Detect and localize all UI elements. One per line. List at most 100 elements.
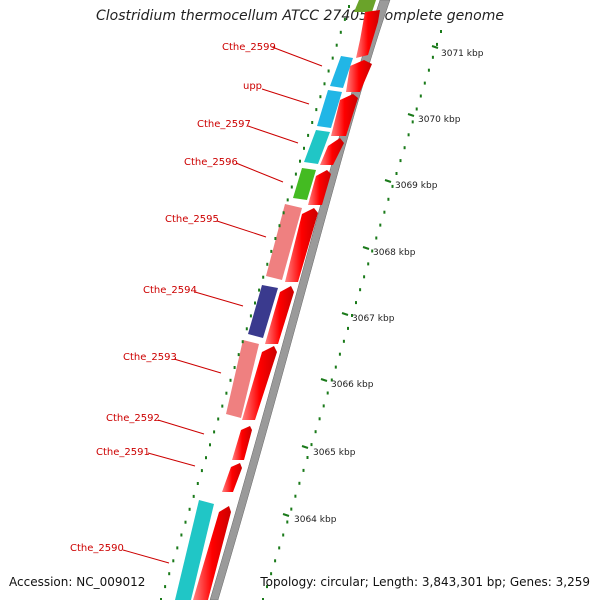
tick-dot (363, 275, 366, 279)
cds-arrow (193, 506, 231, 600)
major-tick (320, 378, 328, 382)
tick-label: 3066 kbp (331, 380, 374, 390)
gene-label-cthe-2592: Cthe_2592 (106, 413, 160, 424)
tick-dot (294, 494, 297, 498)
tick-dot (286, 520, 289, 524)
gene-label-cthe-2591: Cthe_2591 (96, 447, 150, 458)
tick-dot (310, 443, 313, 447)
tick-dot (192, 494, 195, 498)
gene-labels: Cthe_2599 upp Cthe_2597 Cthe_2596 Cthe_2… (70, 42, 323, 564)
tick-label: 3070 kbp (418, 115, 461, 125)
label-leader (194, 291, 244, 307)
tick-dot (431, 55, 434, 59)
tick-dot (217, 417, 220, 421)
gene-block-cthe-2596[interactable] (293, 168, 316, 200)
gene-block-cthe-2590[interactable] (175, 500, 214, 600)
tick-dot (245, 327, 248, 331)
tick-dot (221, 404, 224, 408)
tick-dot (282, 211, 285, 215)
tick-dot (322, 404, 325, 408)
gene-label-cthe-2595: Cthe_2595 (165, 214, 219, 225)
tick-dot (436, 42, 438, 46)
label-leader (122, 549, 170, 564)
tick-dot (278, 546, 281, 550)
tick-dot (334, 365, 337, 369)
tick-dot (427, 68, 430, 72)
tick-dot (419, 94, 422, 98)
tick-dot (323, 82, 326, 86)
tick-dot (330, 378, 333, 382)
gene-block-cthe-2595[interactable] (266, 204, 302, 280)
tick-dot (379, 223, 382, 227)
tick-dot (351, 314, 353, 317)
tick-dot (338, 352, 341, 356)
tick-dot (311, 121, 314, 124)
tick-dot (290, 507, 293, 511)
tick-dot (423, 81, 426, 85)
tick-dot (172, 559, 175, 563)
tick-dot (188, 507, 191, 511)
tick-label: 3067 kbp (352, 314, 395, 324)
tick-dot (254, 301, 256, 305)
tick-dot (314, 430, 317, 434)
tick-dot (262, 598, 264, 600)
tick-label: 3065 kbp (313, 448, 356, 458)
tick-dot (270, 572, 273, 576)
tick-dot (303, 146, 305, 150)
gene-label-cthe-2596: Cthe_2596 (184, 157, 238, 168)
gene-label-cthe-2599: Cthe_2599 (222, 42, 276, 53)
inner-tick-ring (160, 5, 350, 600)
tick-dot (339, 30, 342, 34)
gene-block-cthe-2597[interactable] (304, 130, 330, 164)
cds-arrow (320, 138, 344, 165)
topology-text: Topology: circular; Length: 3,843,301 bp… (260, 575, 590, 589)
cds-arrow (222, 463, 242, 492)
tick-dot (307, 133, 310, 137)
tick-dot (343, 17, 346, 21)
tick-dot (375, 236, 378, 240)
tick-dot (205, 456, 207, 460)
cds-arrow (346, 60, 372, 92)
tick-dot (290, 185, 293, 189)
tick-dot (326, 391, 329, 395)
tick-dot (391, 184, 394, 188)
major-tick (362, 246, 370, 250)
tick-dot (415, 107, 418, 111)
gene-block-cthe-2594[interactable] (248, 285, 278, 338)
tick-dot (180, 533, 183, 537)
label-leader (147, 452, 196, 467)
tick-dot (347, 326, 349, 330)
label-leader (173, 358, 222, 374)
major-tick (431, 45, 439, 49)
forward-strand-genes (193, 10, 380, 600)
accession-text: Accession: NC_009012 (9, 575, 146, 589)
label-leader (271, 46, 323, 67)
tick-dot (335, 43, 338, 47)
gene-block-cthe-2593[interactable] (226, 340, 259, 418)
tick-dot (383, 210, 386, 214)
tick-dot (168, 572, 171, 576)
reverse-strand-genes (175, 56, 353, 600)
tick-dot (371, 249, 374, 253)
label-leader (261, 88, 310, 105)
gene-label-cthe-2590: Cthe_2590 (70, 543, 124, 554)
gene-block-upp[interactable] (317, 90, 342, 128)
label-leader (247, 125, 299, 144)
tick-dot (266, 585, 268, 589)
tick-dot (367, 262, 370, 266)
tick-dot (327, 69, 330, 73)
gene-block-cthe-2599[interactable] (330, 56, 353, 88)
tick-dot (196, 482, 199, 485)
tick-dot (299, 159, 301, 163)
tick-dot (411, 120, 414, 124)
tick-label: 3068 kbp (373, 248, 416, 258)
tick-dot (302, 468, 305, 472)
genome-backbone (209, 0, 391, 600)
tick-dot (237, 353, 240, 357)
gene-label-cthe-2597: Cthe_2597 (197, 119, 251, 130)
tick-label: 3064 kbp (294, 515, 337, 525)
tick-dot (319, 95, 322, 99)
cds-arrow (265, 286, 294, 344)
